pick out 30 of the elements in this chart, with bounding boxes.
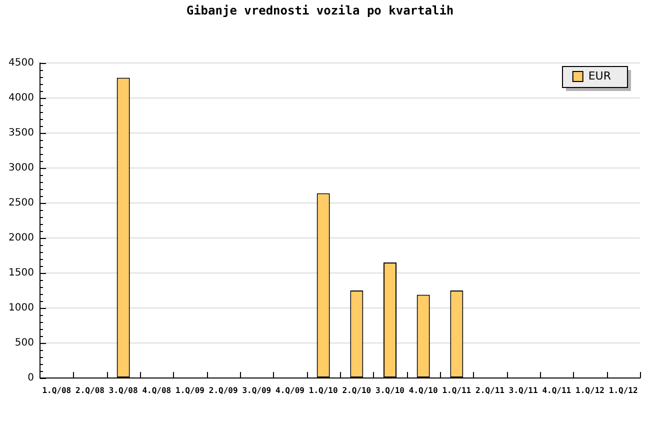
y-tick-label: 4500 [8, 58, 34, 69]
x-tick-label: 3.Q/08 [108, 386, 138, 395]
y-tick-label: 3500 [8, 128, 34, 139]
x-tick-label: 1.Q/11 [442, 386, 472, 395]
y-tick-label: 1500 [8, 268, 34, 279]
y-tick-label: 0 [28, 372, 34, 384]
x-tick-label: 2.Q/09 [208, 386, 238, 395]
y-tick-label: 2500 [8, 198, 34, 209]
x-tick-label: 2.Q/08 [76, 386, 105, 395]
y-tick-label: 500 [14, 338, 34, 349]
x-tick-label: 3.Q/10 [376, 386, 405, 395]
x-tick-label: 4.Q/08 [142, 386, 172, 395]
x-tick-label: 1.Q/12 [608, 386, 638, 395]
x-tick-label: 4.Q/11 [542, 386, 572, 395]
x-tick-label: 4.Q/09 [276, 386, 305, 395]
x-tick-label: 3.Q/09 [242, 386, 272, 395]
chart-title: Gibanje vrednosti vozila po kvartalih [186, 3, 454, 18]
x-tick-label: 3.Q/11 [508, 386, 538, 395]
legend-label: EUR [588, 69, 612, 82]
y-tick-label: 3000 [8, 162, 34, 174]
x-tick-label: 1.Q/09 [176, 386, 205, 395]
y-tick-label: 1000 [8, 302, 34, 314]
x-tick-label: 4.Q/10 [408, 386, 438, 395]
x-tick-label: 1.Q/10 [308, 386, 338, 395]
x-tick-label: 2.Q/10 [342, 386, 372, 395]
x-tick-label: 1.Q/12 [576, 386, 605, 395]
x-tick-label: 1.Q/08 [42, 386, 72, 395]
x-tick-label: 2.Q/11 [476, 386, 505, 395]
y-tick-label: 4000 [8, 92, 34, 104]
y-tick-label: 2000 [8, 232, 34, 244]
